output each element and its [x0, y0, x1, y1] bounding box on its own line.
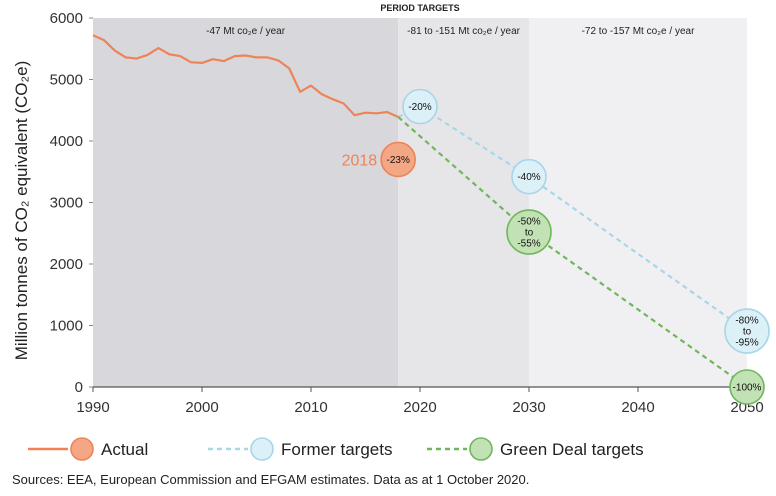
x-tick-label: 2000: [185, 399, 218, 416]
y-tick-label: 6000: [50, 10, 83, 27]
target-bubble-label: -55%: [517, 239, 540, 250]
target-bubble-6: [729, 369, 765, 405]
target-bubble-1: [380, 141, 417, 178]
legend-label-3: Green Deal targets: [500, 440, 644, 459]
x-tick-label: 2050: [730, 399, 763, 416]
target-bubble-label: -100%: [733, 383, 762, 394]
period-rate-label-1: -47 Mt co₂e / year: [206, 26, 286, 37]
target-bubble-3: [511, 158, 547, 195]
legend-label-2: Former targets: [281, 440, 392, 459]
source-note: Sources: EEA, European Commission and EF…: [12, 472, 530, 487]
legend-marker-2: [250, 437, 274, 461]
x-tick-label: 1990: [76, 399, 109, 416]
y-tick-label: 4000: [50, 133, 83, 150]
y-tick-label: 2000: [50, 256, 83, 273]
y-tick-label: 1000: [50, 318, 83, 335]
target-bubble-label: -80%: [735, 316, 758, 327]
x-tick-label: 2030: [512, 399, 545, 416]
target-bubble-label: -40%: [517, 172, 540, 183]
target-bubble-label: -20%: [408, 102, 431, 113]
target-bubble-label: to: [743, 327, 752, 338]
year-label-2018: 2018: [342, 152, 378, 169]
target-bubble-4: [724, 308, 770, 354]
period-band-1: [93, 18, 399, 387]
series-line-actual: [92, 34, 399, 119]
x-tick-label: 2010: [294, 399, 327, 416]
target-bubble-2: [402, 88, 438, 125]
y-tick-label: 3000: [50, 195, 83, 212]
target-bubble-label: -23%: [387, 155, 410, 166]
period-rate-label-2: -81 to -151 Mt co₂e / year: [407, 26, 520, 37]
period-targets-title: PERIOD TARGETS: [380, 3, 459, 13]
target-bubble-5: [506, 209, 552, 255]
period-rate-label-3: -72 to -157 Mt co₂e / year: [582, 26, 695, 37]
period-band-3: [529, 18, 747, 387]
target-bubble-label: to: [525, 228, 534, 239]
y-tick-label: 0: [75, 379, 83, 396]
target-bubble-label: -50%: [517, 217, 540, 228]
y-tick-label: 5000: [50, 72, 83, 89]
y-axis-label: Million tonnes of CO₂ equivalent (CO₂e): [12, 61, 31, 361]
emissions-chart: -47 Mt co₂e / year -81 to -151 Mt co₂e / …: [12, 3, 770, 461]
legend-label-1: Actual: [101, 440, 148, 459]
legend-marker-1: [70, 437, 94, 461]
x-tick-label: 2040: [621, 399, 654, 416]
x-tick-label: 2020: [403, 399, 436, 416]
period-band-2: [398, 18, 529, 387]
legend-marker-3: [469, 437, 493, 461]
target-bubble-label: -95%: [735, 338, 758, 349]
